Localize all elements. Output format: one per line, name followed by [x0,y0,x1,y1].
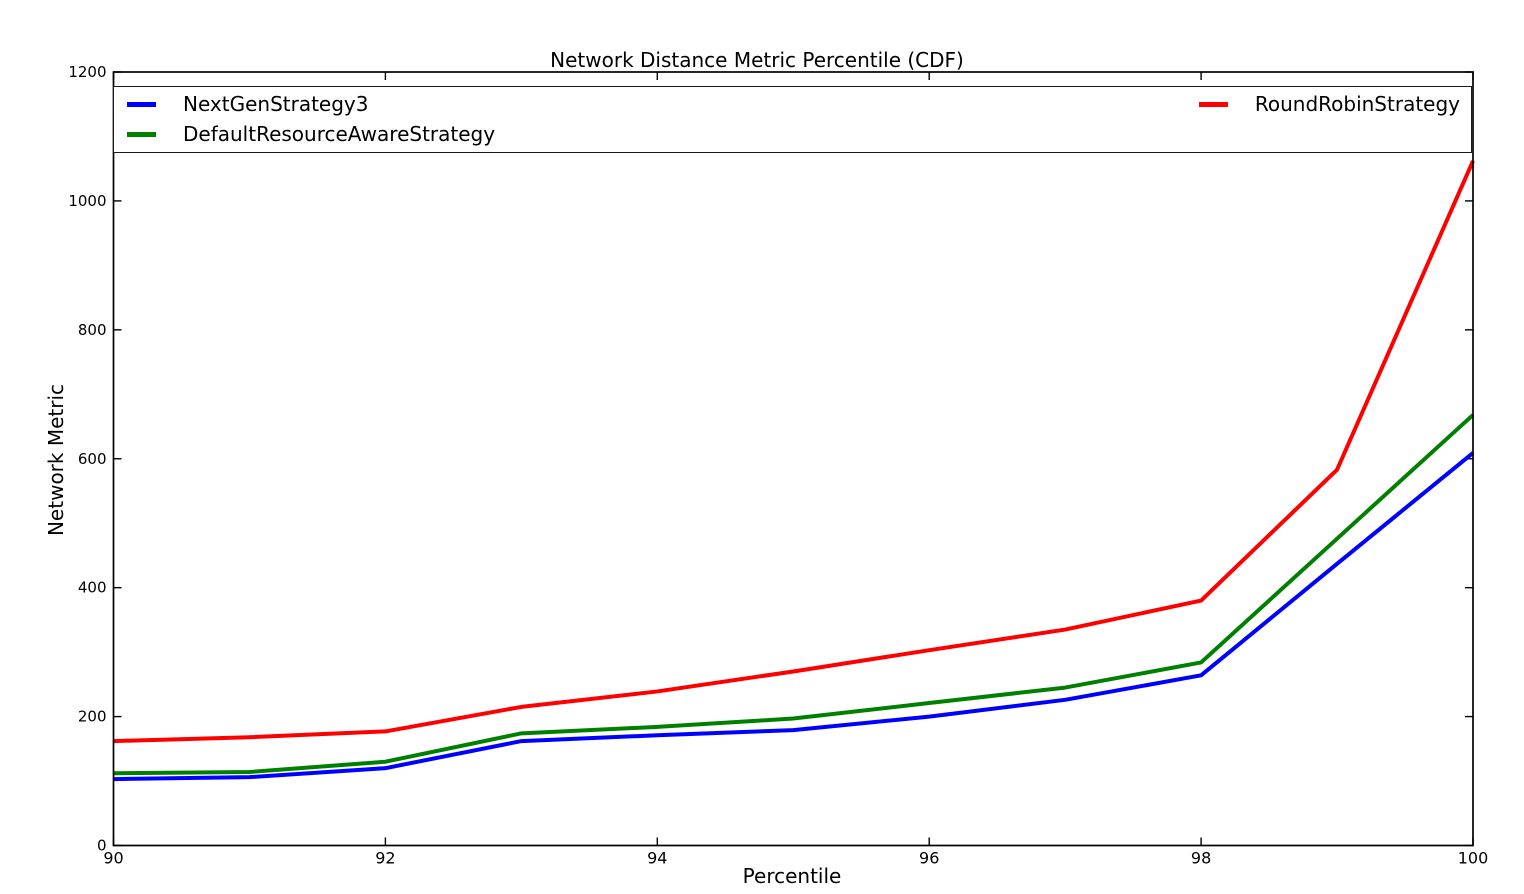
x-tick-label: 96 [919,849,939,868]
legend: NextGenStrategy3 RoundRobinStrategy Defa… [113,86,1472,153]
y-tick-label: 200 [78,708,107,726]
legend-label-defaultresourceawarestrategy: DefaultResourceAwareStrategy [183,122,496,146]
legend-entry-roundrobinstrategy: RoundRobinStrategy [1198,89,1460,119]
legend-row-1: NextGenStrategy3 RoundRobinStrategy [114,89,1471,119]
x-tick-label: 94 [647,849,667,868]
legend-entry-defaultresourceawarestrategy: DefaultResourceAwareStrategy [127,119,495,149]
legend-row-2: DefaultResourceAwareStrategy [114,119,1471,149]
series-line-roundrobinstrategy [113,160,1475,744]
axes-frame [112,71,1474,847]
x-tick-label: 100 [1458,849,1489,868]
x-axis-label: Percentile [742,864,842,888]
x-tick-label: 98 [1191,849,1211,868]
legend-entry-nextgenstrategy3: NextGenStrategy3 [127,89,369,119]
legend-line-swatch-red [1198,101,1228,107]
y-axis-label: Network Metric [44,383,68,537]
chart-title: Network Distance Metric Percentile (CDF) [550,48,964,72]
series-line-nextgenstrategy3 [113,451,1475,782]
series-line-defaultresourceawarestrategy [113,413,1475,776]
legend-line-swatch-green [127,131,156,137]
y-tick-label: 1200 [68,63,106,81]
legend-line-swatch-blue [127,101,156,107]
y-tick-label: 400 [78,579,107,597]
y-tick-label: 600 [78,450,107,468]
x-tick-label: 92 [375,849,395,868]
legend-label-roundrobinstrategy: RoundRobinStrategy [1254,92,1460,116]
y-tick-label: 1000 [68,192,106,210]
x-tick-label: 90 [103,849,123,868]
y-tick-label: 800 [78,321,107,339]
legend-label-nextgenstrategy3: NextGenStrategy3 [183,92,369,116]
y-tick-label: 0 [97,837,107,855]
